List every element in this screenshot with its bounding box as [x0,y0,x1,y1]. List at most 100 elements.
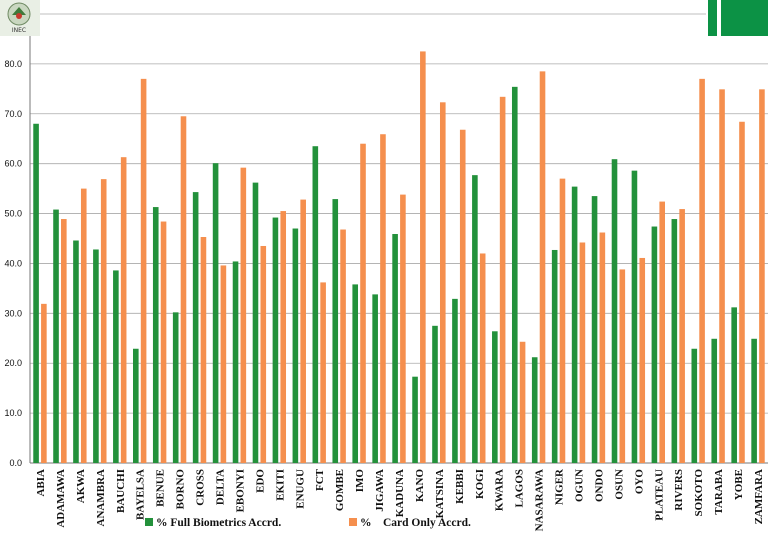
bar-card-only [61,219,67,463]
bar-card-only [639,257,646,463]
bar-card-only [439,102,446,464]
y-tick-label: 20.0 [4,358,22,368]
bar-card-only [380,134,386,464]
bar-card-only [280,211,287,463]
y-tick-label: 60.0 [4,159,22,169]
bars [33,51,765,464]
x-tick-label: CROSS [195,469,207,506]
bar-full-biometrics [33,123,39,463]
bar-card-only [659,201,665,463]
x-tick-label: OYO [633,469,645,495]
x-tick-label: NIGER [554,468,566,505]
y-tick-label: 10.0 [4,408,22,418]
bar-card-only [539,71,546,464]
x-tick-label: KEBBI [454,469,466,504]
x-tick-label: TARABA [713,469,725,515]
bar-full-biometrics [352,284,359,463]
y-tick-label: 40.0 [4,258,22,268]
x-tick-label: OGUN [574,469,586,502]
bar-card-only [260,245,267,463]
x-tick-label: ZAMFARA [753,469,765,524]
bar-card-only [699,78,705,464]
bar-full-biometrics [192,192,199,463]
inec-logo: INEC [0,0,40,36]
bar-full-biometrics [591,196,598,463]
bar-card-only [739,121,745,463]
bar-card-only [499,96,506,463]
bar-card-only [400,194,406,463]
bar-card-only [559,178,566,463]
bar-full-biometrics [152,207,159,463]
x-tick-label: ADAMAWA [55,469,67,528]
x-tick-label: KWARA [494,469,506,511]
y-tick-label: 50.0 [4,209,22,219]
bar-card-only [80,188,87,464]
bar-card-only [420,51,426,464]
bar-card-only [459,129,466,464]
x-tick-label: YOBE [733,469,745,500]
x-tick-label: IMO [354,469,366,493]
x-tick-label: ABIA [35,469,47,497]
bar-full-biometrics [671,219,678,463]
bar-card-only [619,269,626,463]
bar-full-biometrics [631,170,638,463]
bar-full-biometrics [751,338,757,463]
bar-full-biometrics [133,348,139,463]
grid-lines [30,13,768,414]
bar-full-biometrics [412,376,418,463]
legend-label-full: % Full Biometrics Accrd. [156,517,281,529]
bar-full-biometrics [272,217,279,463]
bar-full-biometrics [571,186,578,463]
x-tick-label: RIVERS [673,469,685,511]
bar-full-biometrics [53,209,59,463]
bar-card-only [180,116,187,464]
x-tick-label: FCT [314,468,326,491]
x-tick-label: OSUN [613,469,625,500]
logo-text: INEC [12,27,26,34]
bar-card-only [599,232,606,463]
bar-full-biometrics [392,234,398,463]
bar-full-biometrics [212,163,219,464]
x-tick-label: EBONYI [234,469,246,512]
x-tick-label: EDO [254,469,266,493]
y-tick-label: 0.0 [9,458,22,468]
bar-card-only [579,242,586,463]
x-tick-label: NASARAWA [534,469,546,531]
bar-full-biometrics [611,159,618,463]
x-tick-label: BENUE [155,469,167,507]
x-tick-label: EKITI [274,469,286,501]
bar-card-only [120,157,127,463]
x-tick-label: JIGAWA [374,469,386,512]
bar-card-only [100,179,107,463]
bar-card-only [160,221,167,463]
x-tick-label: ANAMBRA [95,469,107,526]
bar-card-only [519,341,526,463]
x-tick-label: KADUNA [394,469,406,517]
bar-card-only [240,167,247,463]
x-tick-label: BAYELSA [135,469,147,520]
bar-full-biometrics [731,307,737,463]
bar-full-biometrics [432,325,438,463]
bar-full-biometrics [73,240,79,463]
x-tick-label: ONDO [593,469,605,502]
bar-card-only [679,209,685,463]
bar-card-only [360,143,366,463]
legend-swatch-card [349,518,357,526]
legend-swatch-full [145,518,153,526]
bar-card-only [479,253,486,463]
bar-full-biometrics [551,249,558,463]
bar-full-biometrics [232,261,239,463]
bar-full-biometrics [511,86,518,463]
x-tick-labels: ABIA ADAMAWA AKWA ANAMBRA BAUCHI BAYELSA BENUE… [35,468,765,531]
bar-full-biometrics [252,182,259,463]
bar-full-biometrics [472,175,478,463]
bar-full-biometrics [651,226,658,463]
bar-full-biometrics [372,294,378,463]
bar-card-only [41,303,47,463]
bar-card-only [140,78,147,464]
bar-card-only [200,237,207,463]
x-tick-label: KANO [414,469,426,502]
x-tick-label: BORNO [175,469,187,510]
bar-card-only [759,89,765,463]
bar-card-only [340,229,346,463]
